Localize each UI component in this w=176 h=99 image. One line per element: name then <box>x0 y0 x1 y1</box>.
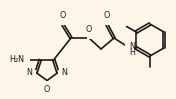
Bar <box>31 70 36 75</box>
Bar <box>86 33 92 39</box>
Text: H₂N: H₂N <box>9 55 24 64</box>
Text: O: O <box>86 25 92 34</box>
Text: N: N <box>130 42 135 51</box>
Bar <box>61 20 65 24</box>
Text: O: O <box>104 11 110 20</box>
Text: H: H <box>130 48 135 57</box>
Text: O: O <box>44 85 50 93</box>
Text: N: N <box>61 68 67 77</box>
Bar <box>105 20 109 24</box>
Bar <box>44 80 50 86</box>
Bar <box>18 57 30 63</box>
Bar <box>124 44 134 52</box>
Text: N: N <box>27 68 33 77</box>
Bar <box>58 70 63 75</box>
Text: O: O <box>60 11 66 20</box>
